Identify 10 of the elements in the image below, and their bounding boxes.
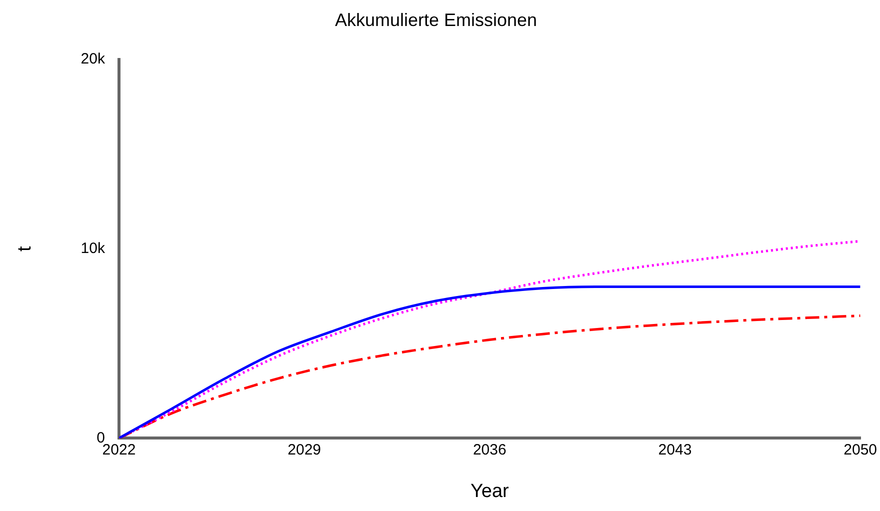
x-axis-title: Year bbox=[470, 480, 510, 502]
y-tick-label: 10k bbox=[80, 240, 106, 258]
x-tick-label: 2050 bbox=[844, 441, 878, 458]
x-tick-label: 2043 bbox=[658, 441, 692, 458]
y-axis-title: t bbox=[14, 246, 36, 252]
y-tick-label: 20k bbox=[80, 50, 106, 68]
x-tick-label: 2036 bbox=[472, 441, 506, 458]
chart-title: Akkumulierte Emissionen bbox=[334, 10, 538, 30]
x-tick-label: 2022 bbox=[102, 441, 136, 458]
x-tick-label: 2029 bbox=[288, 441, 322, 458]
